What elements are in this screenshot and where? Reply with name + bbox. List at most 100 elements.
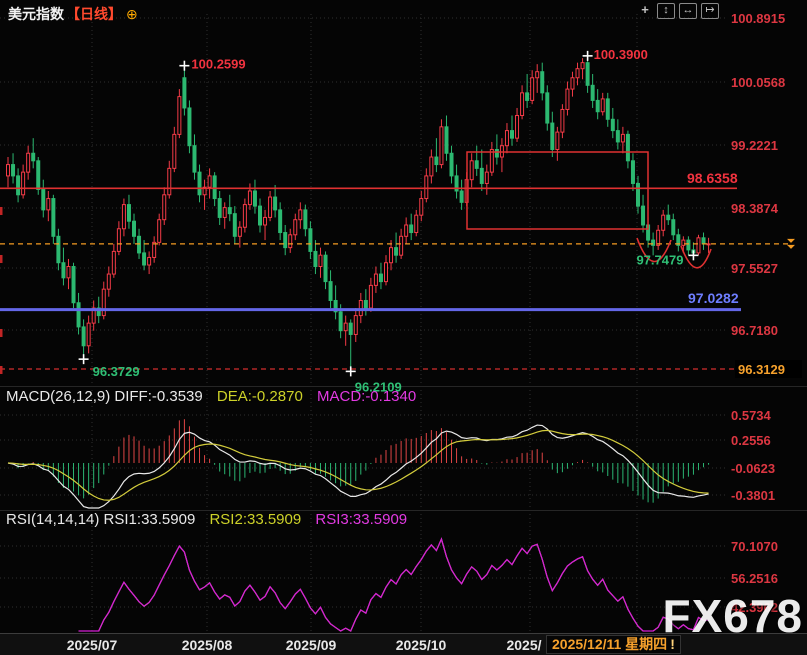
- scale-time-axis-icon[interactable]: ↔: [679, 3, 697, 19]
- alert-mark: !: [670, 636, 675, 652]
- candle-body: [424, 175, 429, 200]
- candle-body: [434, 156, 439, 166]
- candle-body: [217, 198, 222, 218]
- candle-body: [358, 299, 363, 317]
- chart-canvas[interactable]: 100.8915 100.0568 99.2221 98.3874 97.5527 96.…: [0, 0, 807, 633]
- candle-body: [182, 77, 187, 109]
- timeframe-label: 【日线】: [66, 6, 122, 22]
- candle-body: [278, 209, 283, 234]
- alert-label-box: [735, 360, 802, 378]
- candle-body: [126, 204, 131, 222]
- candle-body: [636, 182, 640, 207]
- line-handle[interactable]: [0, 366, 3, 374]
- add-indicator-icon[interactable]: ⊕: [126, 6, 138, 22]
- candle-body: [615, 130, 620, 143]
- candle-body: [147, 256, 152, 266]
- candle-body: [308, 228, 313, 252]
- candle-body: [247, 190, 252, 206]
- candle-body: [263, 216, 268, 226]
- candle-body: [162, 194, 167, 221]
- month-label: 2025/10: [395, 637, 447, 653]
- candle-body: [137, 235, 142, 254]
- candle-body: [61, 262, 66, 279]
- candle-body: [56, 235, 61, 264]
- time-axis[interactable]: 2025/07 2025/08 2025/09 2025/10 2025/ 20…: [0, 633, 807, 655]
- candle-body: [494, 148, 499, 158]
- symbol-title: 美元指数: [8, 6, 64, 22]
- double-bottom-arc[interactable]: [636, 237, 672, 263]
- candle-body: [86, 322, 91, 347]
- rsi3-label: RSI3:33.5909: [315, 511, 408, 528]
- candle-body: [671, 219, 676, 236]
- swing-low-label: 96.2109: [355, 379, 402, 394]
- macd-value-label: MACD:-0.1340: [316, 388, 417, 405]
- line-handle[interactable]: [0, 207, 3, 215]
- candle-body: [454, 175, 459, 192]
- month-label: 2025/07: [66, 637, 118, 653]
- price-axis-label: 96.7180: [731, 323, 778, 338]
- candle-body: [656, 229, 661, 246]
- candle-body: [610, 118, 615, 132]
- candle-body: [384, 262, 388, 283]
- blue-support-price-label: 97.0282: [688, 290, 739, 306]
- candle-body: [651, 239, 656, 246]
- candle-body: [51, 198, 56, 237]
- candle-body: [686, 239, 691, 251]
- macd-axis-label: 0.2556: [731, 433, 771, 448]
- candle-body: [479, 167, 484, 184]
- candle-body: [525, 92, 530, 101]
- line-handle[interactable]: [0, 329, 3, 337]
- candle-body: [21, 171, 26, 196]
- swing-low-label: 96.3729: [93, 364, 140, 379]
- candle-body: [101, 288, 106, 317]
- candle-body: [550, 122, 555, 150]
- consolidation-rectangle[interactable]: [466, 151, 649, 230]
- macd-dea-line: [7, 429, 709, 501]
- candle-body: [106, 273, 111, 290]
- macd-axis-label: -0.3801: [731, 488, 775, 503]
- macd-label-row: MACD(26,12,9) DIFF:-0.3539 DEA:-0.2870 M…: [6, 388, 416, 405]
- candle-body: [96, 307, 101, 317]
- month-label: 2025/09: [285, 637, 337, 653]
- candle-body: [313, 250, 318, 268]
- candle-body: [419, 198, 424, 216]
- candle-body: [570, 77, 575, 90]
- goto-latest-icon[interactable]: ↦: [701, 3, 719, 19]
- candle-body: [555, 131, 560, 150]
- candle-body: [11, 164, 16, 177]
- candle-body: [348, 322, 353, 335]
- current-price-marker-icon: [787, 244, 795, 249]
- candle-body: [429, 156, 434, 177]
- candle-body: [701, 237, 706, 245]
- rsi3-line: [78, 537, 709, 632]
- candle-body: [76, 302, 81, 328]
- line-handle[interactable]: [0, 255, 3, 263]
- macd-diff-line: [7, 424, 709, 509]
- pan-icon[interactable]: +: [641, 2, 649, 17]
- candle-body: [540, 71, 545, 94]
- candle-body: [81, 326, 86, 347]
- candle-body: [343, 322, 348, 332]
- candle-body: [444, 126, 449, 154]
- candle-body: [66, 266, 71, 279]
- rsi1-label: RSI(14,14,14) RSI1:33.5909: [6, 511, 196, 528]
- candle-body: [565, 88, 570, 110]
- candle-body: [474, 160, 479, 169]
- candle-body: [197, 171, 202, 196]
- candle-body: [298, 209, 303, 221]
- candle-body: [152, 241, 157, 258]
- candle-body: [268, 196, 273, 218]
- candle-body: [333, 299, 338, 313]
- candle-body: [394, 247, 399, 256]
- scale-price-axis-icon[interactable]: ↕: [657, 3, 675, 19]
- candle-body: [580, 62, 585, 70]
- candle-body: [706, 243, 711, 246]
- candle-body: [515, 115, 520, 139]
- candle-body: [575, 68, 580, 79]
- candle-body: [681, 239, 686, 246]
- double-bottom-arc[interactable]: [680, 245, 712, 269]
- candle-body: [192, 145, 197, 173]
- candle-body: [273, 196, 278, 211]
- candle-body: [585, 62, 590, 86]
